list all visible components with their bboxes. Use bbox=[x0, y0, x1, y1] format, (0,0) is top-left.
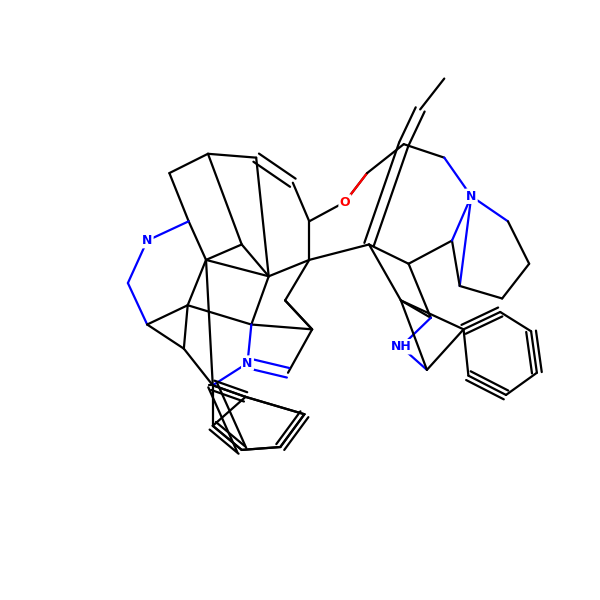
Text: NH: NH bbox=[391, 340, 411, 353]
Text: O: O bbox=[340, 196, 350, 209]
Text: N: N bbox=[466, 190, 476, 203]
Text: N: N bbox=[142, 234, 152, 247]
Text: N: N bbox=[242, 356, 253, 370]
